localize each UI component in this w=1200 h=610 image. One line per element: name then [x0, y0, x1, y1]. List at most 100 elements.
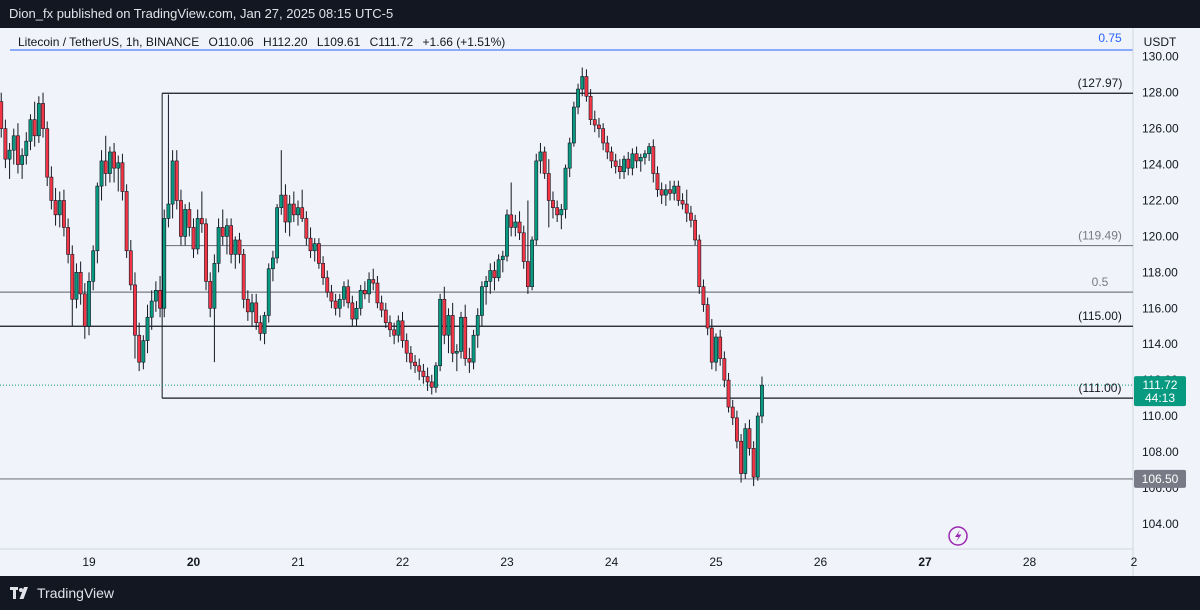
candle-body [408, 352, 413, 363]
candle-body [62, 200, 66, 228]
candle-body [153, 289, 158, 302]
candle-body [241, 254, 246, 300]
candle-body [580, 76, 585, 90]
price-tick-label: 104.00 [1142, 517, 1179, 531]
candle-body [459, 316, 463, 352]
candle-body [747, 428, 752, 449]
candle-body [300, 207, 305, 219]
candle-body [404, 340, 409, 354]
ohlc-close: C111.72 [369, 35, 414, 49]
candle-body [74, 272, 79, 300]
candle-body [525, 261, 530, 288]
tradingview-brand: TradingView [37, 585, 115, 601]
candle-body [195, 218, 200, 250]
price-tick-label: 108.00 [1142, 445, 1179, 459]
price-tick-label: 118.00 [1142, 265, 1178, 279]
candle-body [287, 203, 292, 223]
footer-bar [0, 576, 1200, 610]
candle-body [559, 209, 564, 216]
candle-body [592, 119, 597, 126]
candle-body [279, 194, 284, 208]
candle-body [187, 209, 192, 228]
symbol-name[interactable]: Litecoin / TetherUS, 1h, BINANCE [18, 35, 200, 49]
candle-body [237, 239, 242, 255]
currency-label[interactable]: USDT [1144, 35, 1177, 49]
candle-body [571, 106, 576, 144]
price-tick-label: 122.00 [1142, 193, 1179, 207]
price-tick-label: 120.00 [1142, 229, 1179, 243]
candle-body [271, 257, 275, 270]
candle-body [141, 340, 146, 363]
candle-body [730, 406, 735, 419]
candle-body [325, 277, 330, 293]
symbol-legend[interactable]: Litecoin / TetherUS, 1h, BINANCE O110.06… [18, 34, 511, 50]
candle-body [576, 88, 580, 108]
candle-body [396, 320, 401, 336]
candle-body [684, 203, 689, 214]
candle-body [450, 315, 455, 354]
candle-body [216, 227, 221, 264]
candle-body [475, 315, 480, 336]
candle-body [680, 200, 685, 205]
candle-body [513, 221, 518, 228]
candle-body [346, 286, 351, 304]
candle-body [421, 370, 426, 377]
candle-body [41, 103, 45, 129]
time-tick-label: 25 [709, 555, 723, 569]
candles [0, 67, 764, 487]
candle-body [99, 160, 104, 187]
tradingview-logo: TradingView [10, 585, 114, 601]
candle-body [705, 304, 710, 329]
price-tick-label: 126.00 [1142, 122, 1179, 136]
candle-body [417, 365, 422, 372]
horizontal-levels: (127.97) (119.49) 0.5 (115.00) (111.00) [0, 76, 1133, 480]
last-price-badge [1134, 376, 1186, 407]
candle-body [438, 298, 443, 367]
candle-body [57, 200, 62, 216]
candle-body [258, 322, 263, 334]
candle-body [551, 200, 555, 208]
candle-body [191, 227, 196, 250]
candle-body [647, 146, 652, 155]
candle-body [53, 200, 58, 216]
time-tick-label: 24 [605, 555, 619, 569]
candle-body [442, 298, 447, 336]
candle-body [693, 219, 698, 241]
candle-body [166, 203, 171, 219]
candle-body [308, 237, 313, 252]
level-label: (115.00) [1078, 309, 1122, 323]
candle-body [95, 185, 100, 252]
candle-body [488, 270, 493, 282]
candle-body [103, 160, 108, 174]
candle-body [697, 239, 702, 288]
candle-body [584, 76, 589, 97]
candle-body [651, 146, 656, 174]
candle-body [521, 232, 526, 262]
candle-body [538, 151, 543, 162]
candle-body [655, 173, 660, 190]
candle-body [492, 270, 497, 279]
ohlc-low: L109.61 [316, 35, 361, 49]
candle-body [701, 286, 706, 305]
price-tick-label: 124.00 [1142, 158, 1179, 172]
candle-body [108, 151, 112, 174]
candle-body [204, 223, 208, 282]
candle-body [400, 320, 405, 341]
candle-body [283, 194, 288, 223]
candle-body [413, 361, 417, 367]
candle-body [505, 214, 509, 257]
chart-frame [0, 28, 1134, 576]
price-chart[interactable]: 0.75 USDT (127.97) (119.49) 0.5 (115.00) (11… [0, 28, 1200, 576]
time-tick-label: 22 [396, 555, 410, 569]
chart-panel[interactable] [0, 28, 1200, 576]
candle-body [617, 166, 622, 173]
candle-body [601, 128, 606, 144]
time-axis[interactable]: 19 20 21 22 23 24 25 26 27 28 2 [82, 555, 1137, 569]
price-axis[interactable]: 104.00106.00108.00110.00112.00114.00116.… [1142, 50, 1179, 531]
candle-body [634, 153, 639, 162]
candle-body [333, 300, 338, 309]
lightning-icon[interactable] [948, 526, 968, 546]
candle-body [183, 209, 188, 237]
